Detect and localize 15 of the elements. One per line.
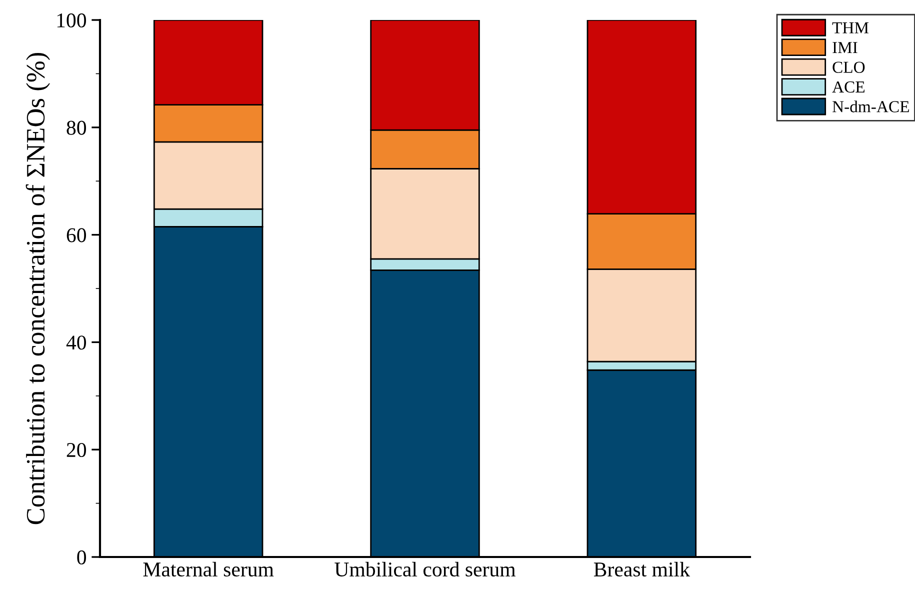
y-tick-label: 20 (66, 442, 86, 458)
y-tick-label: 80 (66, 120, 86, 135)
legend-label: THM (832, 22, 869, 34)
y-tick-label: 100 (57, 13, 86, 28)
x-tick-label: Umbilical cord serum (334, 562, 516, 577)
legend-label: ACE (832, 81, 865, 93)
y-axis-title: Contribution to concentration of ΣNEOs (%) (26, 52, 50, 524)
y-tick-label: 0 (77, 550, 86, 564)
legend-label: IMI (832, 42, 858, 54)
x-tick-label: Maternal serum (143, 562, 274, 577)
x-tick-label: Breast milk (594, 562, 690, 577)
legend-label: CLO (832, 62, 865, 73)
y-tick-label: 60 (66, 228, 86, 242)
legend-label: N-dm-ACE (832, 100, 909, 112)
y-tick-label: 40 (66, 336, 86, 350)
